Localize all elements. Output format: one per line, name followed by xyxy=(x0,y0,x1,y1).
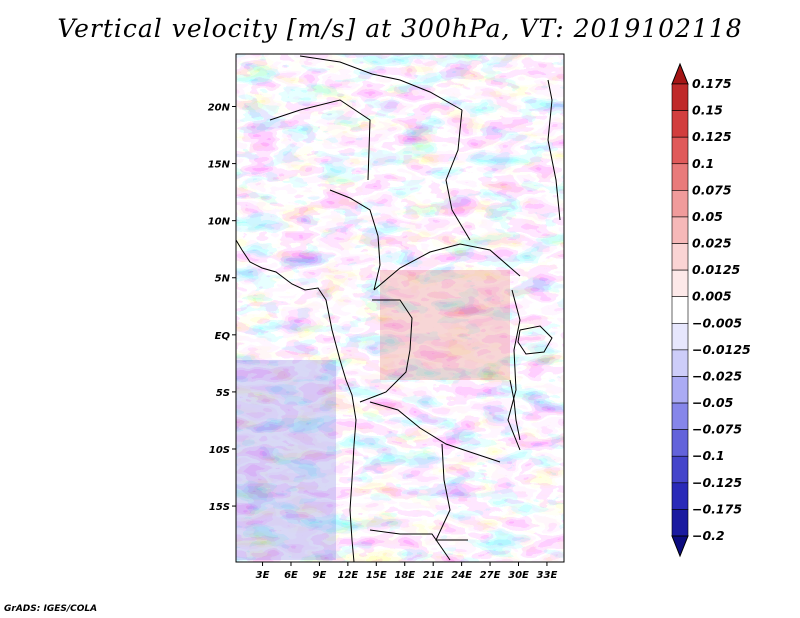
x-tick-label: 30E xyxy=(508,570,529,581)
colorbar-segment xyxy=(671,216,689,244)
colorbar-label: −0.005 xyxy=(692,315,742,330)
coastlines-and-borders xyxy=(236,55,561,562)
colorbar-segment xyxy=(671,349,689,377)
african-coastline xyxy=(236,239,357,562)
x-tick-label: 6E xyxy=(284,570,298,581)
border-nigeria-cameroon xyxy=(329,189,381,291)
colorbar-segment xyxy=(671,83,689,111)
border-chad-sudan xyxy=(445,109,471,241)
colorbar-label: −0.1 xyxy=(692,448,725,463)
y-tick-label: EQ xyxy=(215,331,231,342)
colorbar-segment xyxy=(671,322,689,351)
border-drc-south xyxy=(369,401,501,463)
border-congo-drc xyxy=(359,299,413,403)
colorbar-segment xyxy=(671,376,689,404)
colorbar-label: 0.025 xyxy=(692,236,732,251)
y-tick-label: 5N xyxy=(215,274,231,285)
x-tick-label: 3E xyxy=(256,570,270,581)
y-tick-label: 5S xyxy=(216,388,230,399)
colorbar-top-arrow xyxy=(671,62,689,85)
y-axis: 20N 15N 10N 5N EQ 5S 10S 15S xyxy=(208,103,236,513)
chart-title: Vertical velocity [m/s] at 300hPa, VT: 2… xyxy=(57,14,743,43)
colorbar-label: 0.0125 xyxy=(692,262,741,277)
border-drc-east xyxy=(507,289,521,451)
border-angola-zambia xyxy=(435,443,468,541)
colorbar-segment xyxy=(671,402,689,430)
colorbar-segment xyxy=(671,136,689,165)
y-tick-label: 10N xyxy=(208,217,231,228)
colorbar-label: −0.125 xyxy=(692,475,742,490)
map-frame xyxy=(235,53,565,563)
map-plot-area xyxy=(236,54,564,562)
x-axis: 3E 6E 9E 12E 15E 18E 21E 24E 27E 30E 33E xyxy=(256,562,558,581)
border-car xyxy=(373,243,521,291)
lake-tanganyika xyxy=(509,379,521,441)
colorbar-bottom-arrow xyxy=(671,535,689,558)
colorbar-segment xyxy=(671,163,689,191)
colorbar-label: −0.175 xyxy=(692,501,742,516)
border-namibia xyxy=(369,529,451,561)
lake-victoria xyxy=(517,325,553,355)
x-tick-label: 12E xyxy=(337,570,358,581)
vertical-velocity-field xyxy=(236,54,564,562)
y-tick-label: 10S xyxy=(209,445,230,456)
colorbar-label: −0.075 xyxy=(692,422,742,437)
colorbar-label: 0.175 xyxy=(692,76,732,91)
x-tick-label: 33E xyxy=(537,570,558,581)
colorbar-segment xyxy=(671,429,689,457)
x-tick-label: 15E xyxy=(366,570,387,581)
border-niger-chad xyxy=(269,99,371,181)
colorbar-segment xyxy=(671,190,689,218)
colorbar-label: −0.05 xyxy=(692,395,734,410)
colorbar-label: −0.025 xyxy=(692,368,742,383)
x-tick-label: 27E xyxy=(480,570,501,581)
colorbar-segment xyxy=(671,110,689,138)
colorbar-label: −0.0125 xyxy=(692,342,751,357)
colorbar-label: 0.05 xyxy=(692,209,723,224)
colorbar-label: 0.125 xyxy=(692,129,732,144)
updraft-zone-central xyxy=(380,270,510,380)
colorbar-label: 0.005 xyxy=(692,289,732,304)
colorbar-label: −0.2 xyxy=(692,528,725,543)
x-tick-label: 18E xyxy=(394,570,415,581)
colorbar-label: 0.15 xyxy=(692,103,723,118)
colorbar-segment xyxy=(671,482,689,510)
x-tick-label: 24E xyxy=(451,570,472,581)
colorbar-segment xyxy=(671,509,689,537)
grads-credit: GrADS: IGES/COLA xyxy=(4,604,98,614)
x-tick-label: 9E xyxy=(313,570,327,581)
colorbar-segment xyxy=(671,269,689,298)
border-libya-chad xyxy=(299,55,463,111)
downdraft-zone-atlantic xyxy=(236,360,336,560)
coast-east-africa xyxy=(547,79,561,221)
x-tick-label: 21E xyxy=(423,570,444,581)
colorbar-label: 0.1 xyxy=(692,156,714,171)
colorbar-label: 0.075 xyxy=(692,182,732,197)
y-tick-label: 15S xyxy=(209,502,230,513)
colorbar-segment xyxy=(671,243,689,271)
colorbar: 0.175 0.15 0.125 0.1 0.075 0.05 0.025 0.0125 0.0… xyxy=(671,62,751,558)
colorbar-segment xyxy=(671,296,689,324)
colorbar-segment xyxy=(671,455,689,484)
y-tick-label: 20N xyxy=(208,103,231,114)
y-tick-label: 15N xyxy=(208,160,231,171)
